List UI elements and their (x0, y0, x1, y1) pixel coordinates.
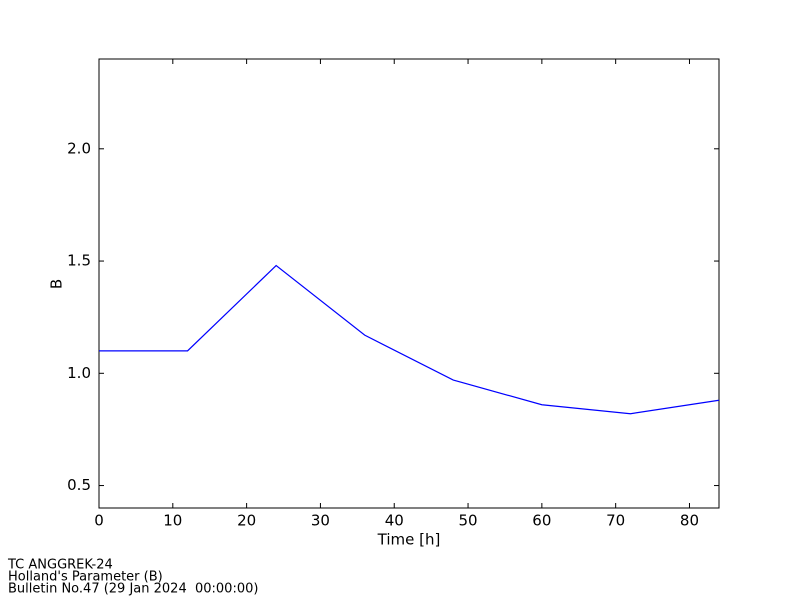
footer-line: Holland's Parameter (B) (8, 570, 163, 585)
y-axis-label: B (48, 279, 66, 289)
footer-line: Bulletin No.47 (29 Jan 2024 00:00:00) (8, 582, 258, 597)
x-axis-label: Time [h] (377, 531, 441, 549)
x-tick-label: 80 (680, 512, 699, 530)
x-tick-label: 20 (237, 512, 256, 530)
data-line (99, 264, 720, 415)
footer-line: TC ANGGREK-24 (7, 558, 113, 573)
x-tick-label: 60 (532, 512, 551, 530)
x-tick-label: 10 (163, 512, 182, 530)
x-tick-label: 50 (459, 512, 478, 530)
x-tick-label: 30 (311, 512, 330, 530)
y-tick-label: 1.0 (67, 364, 91, 382)
y-tick-label: 0.5 (67, 476, 91, 494)
x-tick-label: 0 (94, 512, 104, 530)
y-tick-label: 2.0 (67, 139, 91, 157)
x-tick-label: 70 (606, 512, 625, 530)
plot-frame (98, 58, 720, 509)
x-tick-label: 40 (385, 512, 404, 530)
y-tick-label: 1.5 (67, 252, 91, 270)
